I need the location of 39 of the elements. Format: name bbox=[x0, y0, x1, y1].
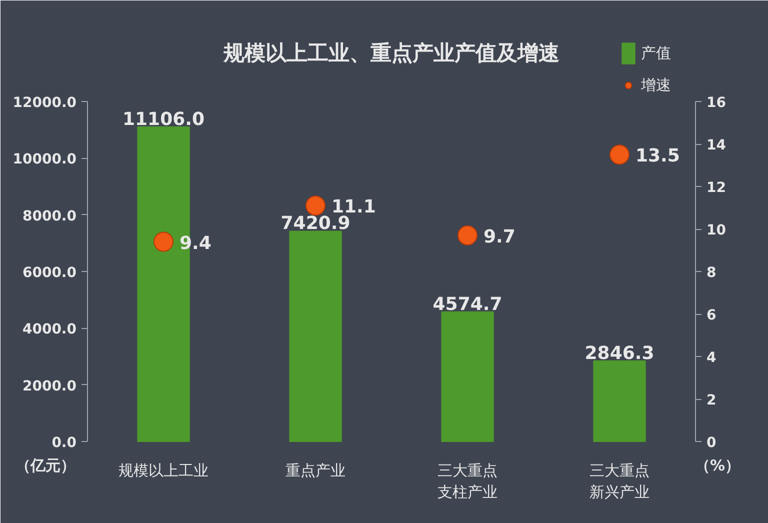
y-tick-label: 10000.0 bbox=[12, 152, 77, 168]
y-tick-label: 8000.0 bbox=[22, 208, 77, 224]
y2-tick-label: 10 bbox=[706, 222, 726, 238]
x-tick-label: 三大重点支柱产业 bbox=[438, 462, 498, 502]
x-tick-label: 重点产业 bbox=[286, 462, 346, 480]
y2-tick-label: 8 bbox=[706, 265, 716, 281]
y-tick-label: 4000.0 bbox=[22, 322, 77, 338]
bar bbox=[593, 360, 646, 442]
y-tick-label: 12000.0 bbox=[12, 95, 77, 111]
y2-axis-title: （%） bbox=[694, 456, 740, 474]
legend-label: 增速 bbox=[641, 76, 671, 94]
y-tick-label: 2000.0 bbox=[22, 378, 77, 394]
bar bbox=[441, 311, 494, 442]
data-label: 4574.7 bbox=[432, 294, 502, 315]
legend-label: 产值 bbox=[641, 44, 671, 62]
y2-tick-label: 14 bbox=[706, 138, 726, 154]
y-tick-label: 6000.0 bbox=[22, 265, 77, 281]
data-label: 11106.0 bbox=[122, 108, 204, 130]
point bbox=[458, 225, 478, 246]
chart-title: 规模以上工业、重点产业产值及增速 bbox=[222, 40, 560, 65]
point bbox=[154, 232, 174, 252]
y-tick-label: 0.0 bbox=[52, 435, 77, 451]
data-label: 9.7 bbox=[484, 226, 516, 248]
bar bbox=[289, 230, 342, 442]
data-label: 13.5 bbox=[636, 146, 680, 167]
data-label: 9.4 bbox=[180, 232, 212, 254]
y2-tick-label: 0 bbox=[706, 435, 716, 451]
data-label: 2846.3 bbox=[584, 342, 654, 364]
x-tick-label: 规模以上工业 bbox=[118, 462, 208, 480]
data-label: 7420.9 bbox=[280, 213, 350, 234]
y2-tick-label: 4 bbox=[706, 350, 716, 366]
x-tick-label: 三大重点新兴产业 bbox=[590, 462, 650, 502]
point bbox=[610, 144, 630, 165]
y2-tick-label: 6 bbox=[706, 308, 716, 324]
point bbox=[306, 196, 326, 216]
y2-tick-label: 12 bbox=[706, 180, 726, 196]
y2-tick-label: 16 bbox=[706, 95, 726, 111]
y-axis-title: （亿元） bbox=[16, 456, 76, 474]
y2-tick-label: 2 bbox=[706, 392, 716, 408]
